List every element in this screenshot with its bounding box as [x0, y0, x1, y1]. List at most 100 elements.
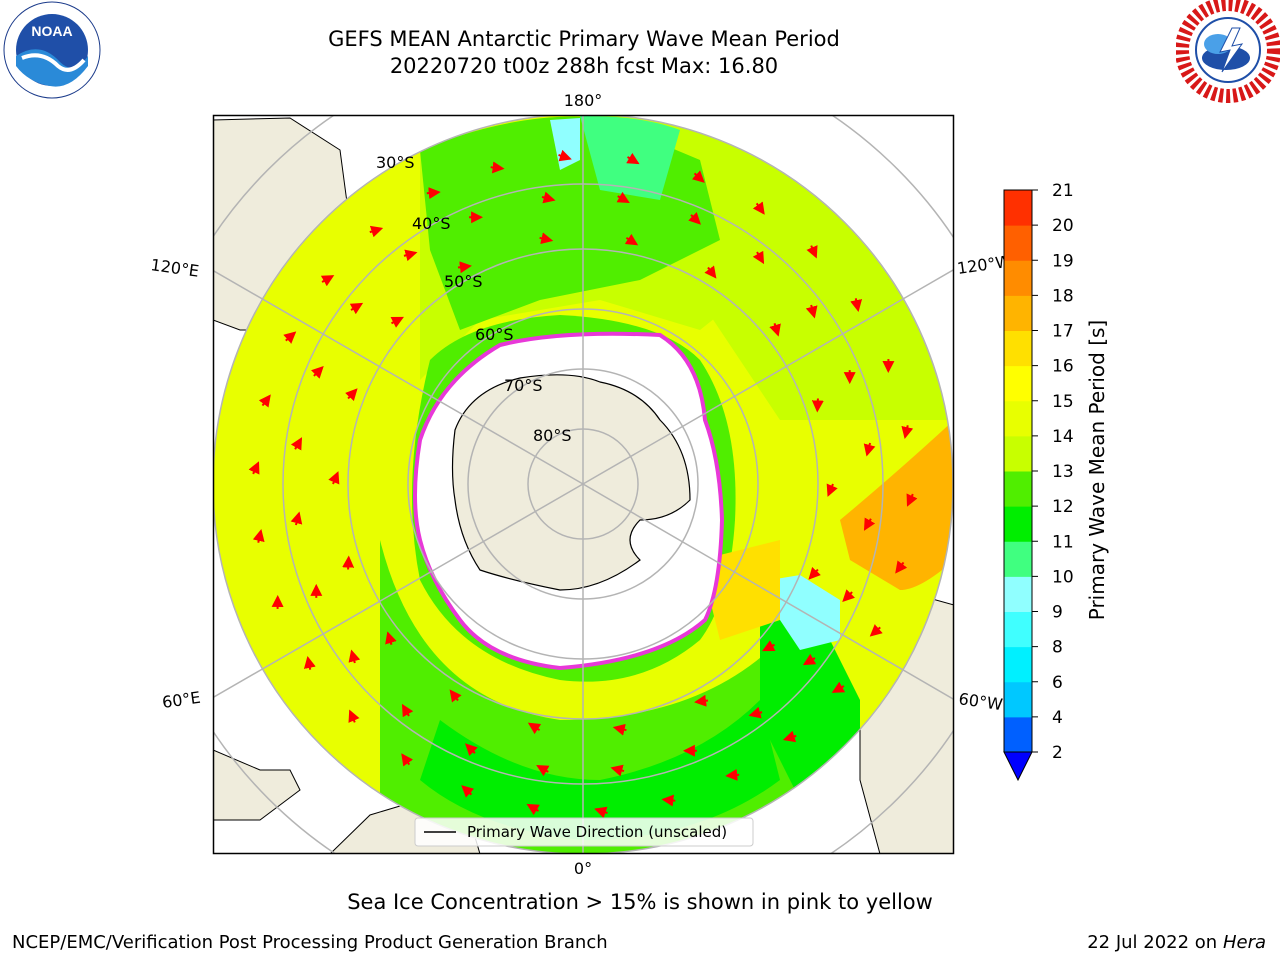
wave-arrow [349, 302, 364, 315]
wave-arrow [850, 298, 863, 313]
wave-arrow [616, 191, 630, 204]
colorbar-swatch [1004, 295, 1032, 331]
wave-arrow [558, 149, 572, 162]
colorbar-swatch [1004, 435, 1032, 472]
wave-arrow [290, 511, 303, 526]
wave-arrow [303, 655, 316, 670]
noaa-logo: NOAA [3, 1, 101, 99]
colorbar-tick-label: 8 [1052, 638, 1063, 658]
wave-arrow [806, 245, 818, 259]
wave-arrow [624, 233, 639, 246]
lon-label-60e: 60°E [161, 688, 202, 712]
colorbar-swatch [1004, 471, 1032, 507]
wave-arrow [612, 723, 627, 736]
colorbar-tick-label: 4 [1052, 708, 1063, 728]
lat-label-40s: 40°S [412, 214, 451, 233]
lat-label-70s: 70°S [504, 376, 543, 395]
wave-arrow [811, 398, 824, 413]
wave-arrow [465, 743, 478, 756]
lat-label-80s: 80°S [533, 426, 572, 445]
chart-title-line2: 20220720 t00z 288h fcst Max: 16.80 [389, 54, 779, 78]
wave-arrow [831, 681, 846, 693]
colorbar-extend-min [1003, 751, 1033, 782]
wave-arrow [769, 323, 781, 337]
wave-arrow [626, 152, 640, 165]
wave-arrow [252, 529, 265, 543]
wave-arrow [808, 566, 821, 580]
wave-arrow [863, 442, 876, 457]
land-africa [213, 749, 301, 821]
colorbar-swatch [1004, 225, 1032, 261]
wave-arrow [328, 471, 340, 485]
colorbar-tick-label: 6 [1052, 673, 1063, 693]
wave-arrow [541, 191, 556, 204]
colorbar-title: Primary Wave Mean Period [s] [1085, 320, 1109, 621]
colorbar-swatch [1004, 716, 1032, 753]
wave-arrow [457, 261, 472, 274]
wave-arrow [426, 187, 441, 200]
wave-arrow [401, 753, 414, 767]
lon-label-60w: 60°W [957, 689, 1004, 714]
wave-arrow [752, 250, 765, 265]
map-frame [212, 114, 955, 855]
wave-arrow [348, 649, 361, 664]
footer-date: 22 Jul 2022 on Hera [1087, 932, 1266, 953]
nws-logo [1176, 0, 1280, 103]
wave-arrow [691, 170, 705, 183]
wave-arrow [490, 161, 505, 174]
colorbar: 2 4 6 8 9 10 11 12 13 14 15 16 17 18 19 20 21 [1003, 181, 1074, 782]
colorbar-swatch [1004, 190, 1032, 226]
wave-arrow [826, 483, 838, 497]
colorbar-tick-label: 19 [1052, 251, 1074, 271]
map-legend: Primary Wave Direction (unscaled) [414, 817, 754, 847]
wave-arrow [401, 703, 414, 718]
wave-arrow [311, 366, 324, 379]
colorbar-swatch [1004, 681, 1032, 718]
wave-arrow [403, 249, 418, 262]
wave-arrow [536, 764, 550, 777]
colorbar-swatch [1004, 330, 1032, 367]
wave-arrow [594, 806, 608, 819]
wave-arrow [345, 388, 358, 402]
wave-arrow [661, 794, 676, 807]
colorbar-tick-label: 10 [1052, 567, 1074, 587]
wave-arrow [704, 265, 717, 279]
chart-title-line1: GEFS MEAN Antarctic Primary Wave Mean Pe… [328, 27, 840, 51]
wave-arrow [782, 730, 797, 743]
colorbar-tick-label: 21 [1052, 181, 1074, 201]
colorbar-tick-label: 11 [1052, 532, 1074, 552]
legend-label: Primary Wave Direction (unscaled) [467, 823, 727, 841]
colorbar-tick-label: 18 [1052, 286, 1074, 306]
wave-direction-arrows [248, 149, 918, 819]
wave-arrow [320, 275, 335, 287]
colorbar-tick-label: 16 [1052, 357, 1074, 377]
colorbar-tick-label: 14 [1052, 427, 1074, 447]
wave-arrow [610, 764, 625, 777]
wave-arrow [895, 560, 908, 574]
wave-arrow [390, 316, 404, 328]
wave-arrow [805, 304, 818, 319]
colorbar-tick-label: 9 [1052, 603, 1063, 623]
footer-date-text: 22 Jul 2022 on [1087, 932, 1223, 953]
colorbar-swatch [1004, 541, 1032, 577]
wave-arrow [688, 212, 701, 225]
colorbar-swatch [1004, 365, 1032, 402]
colorbar-swatch [1004, 646, 1032, 683]
colorbar-swatch [1004, 611, 1032, 648]
wave-arrow [863, 517, 876, 531]
wave-arrow [748, 706, 763, 719]
wave-arrow [762, 640, 776, 652]
colorbar-tick-label: 13 [1052, 462, 1074, 482]
colorbar-tick-label: 2 [1052, 743, 1063, 763]
wave-arrow [348, 709, 360, 723]
wave-arrow [539, 232, 554, 245]
colorbar-swatch [1004, 576, 1032, 612]
wave-arrow [526, 803, 540, 816]
wave-arrow [342, 555, 355, 570]
wave-arrow [694, 694, 709, 707]
lat-label-50s: 50°S [444, 272, 483, 291]
colorbar-swatch [1004, 260, 1032, 296]
wave-arrow [248, 461, 260, 475]
colorbar-tick-label: 12 [1052, 497, 1074, 517]
lon-label-180: 180° [564, 91, 603, 110]
